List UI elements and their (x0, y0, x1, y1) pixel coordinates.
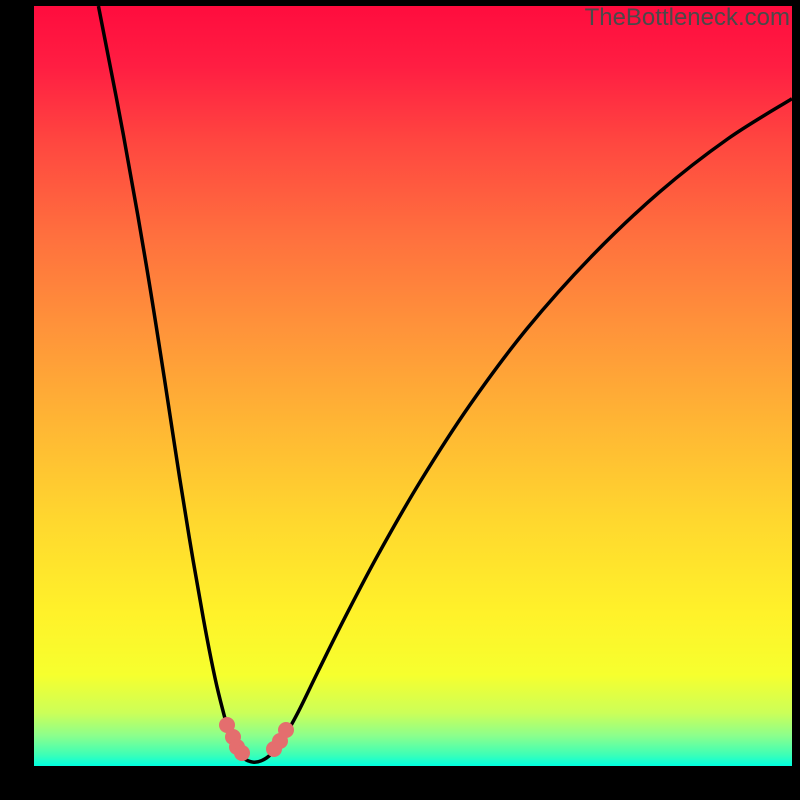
chart-svg (34, 6, 792, 766)
bottleneck-curve (98, 6, 792, 762)
valley-marker (278, 722, 294, 738)
plot-area (34, 6, 792, 766)
watermark-text: TheBottleneck.com (585, 4, 790, 32)
